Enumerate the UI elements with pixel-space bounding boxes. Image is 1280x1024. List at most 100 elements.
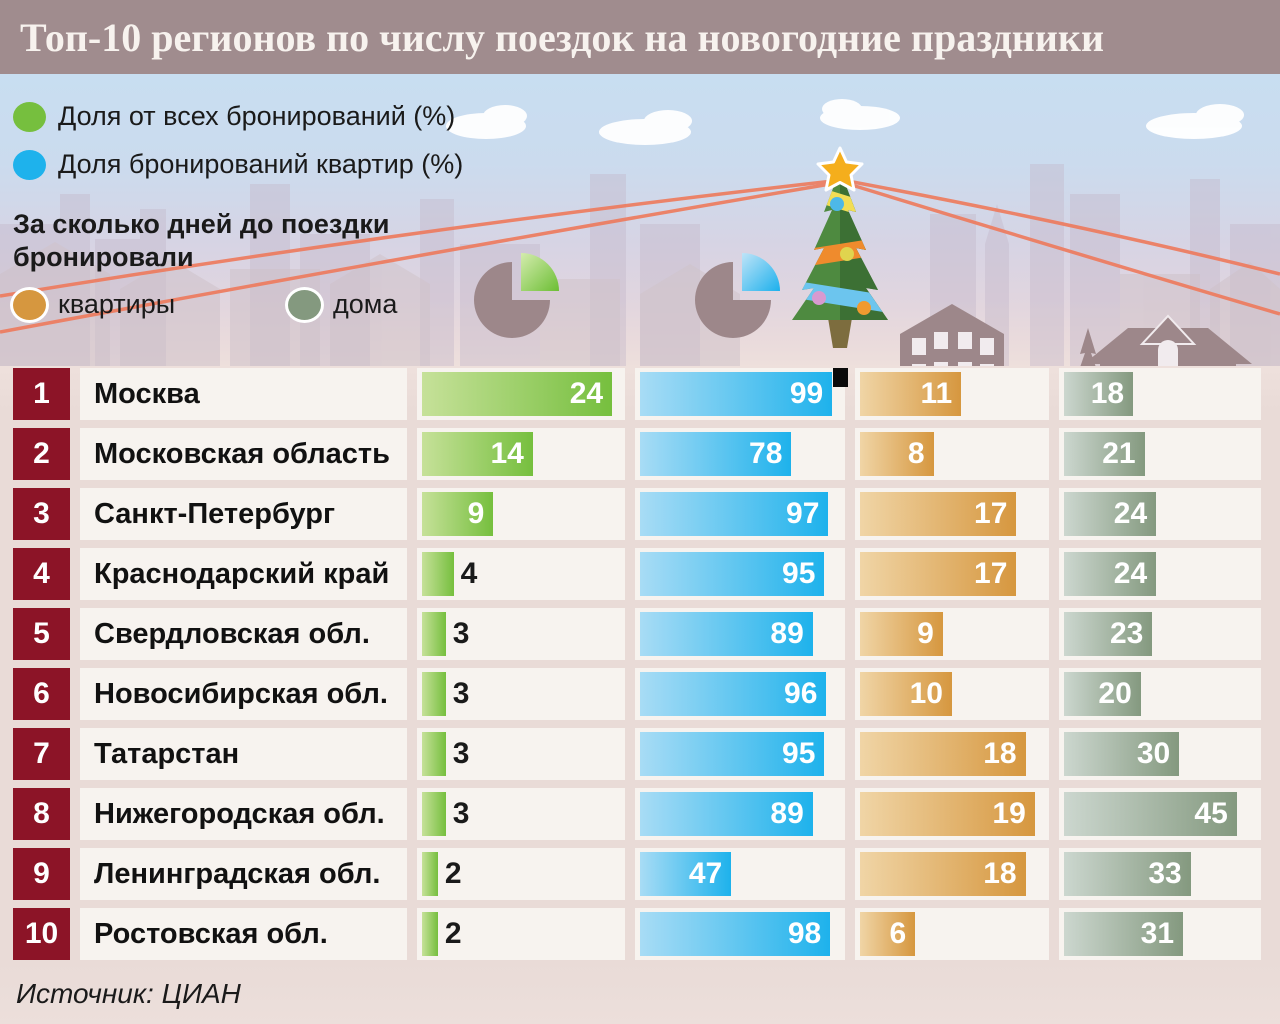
bar-share_all xyxy=(422,912,438,956)
rank-badge: 7 xyxy=(13,728,70,780)
bar-value: 24 xyxy=(569,377,604,410)
table-row: 7 Татарстан 3 95 18 30 xyxy=(13,728,1261,780)
bar-value: 20 xyxy=(1098,677,1132,710)
bar-value: 4 xyxy=(460,557,478,590)
bar-share_flats: 47 xyxy=(640,852,732,896)
orange-legend-dot-icon xyxy=(13,289,46,320)
bar-value: 3 xyxy=(452,797,470,830)
bar-value: 18 xyxy=(983,737,1017,770)
bar-cell-share_flats: 95 xyxy=(635,728,845,780)
sage-legend-dot-icon xyxy=(288,289,321,320)
legend-share-all: Доля от всех бронирований (%) xyxy=(13,101,455,132)
bar-cell-days_flats: 8 xyxy=(855,428,1049,480)
bar-share_flats: 89 xyxy=(640,612,813,656)
bar-days_houses: 33 xyxy=(1064,852,1191,896)
bar-share_all xyxy=(422,552,454,596)
bar-cell-days_flats: 18 xyxy=(855,848,1049,900)
bar-value: 23 xyxy=(1109,617,1144,650)
bar-cell-days_houses: 33 xyxy=(1059,848,1261,900)
bar-days_flats: 19 xyxy=(860,792,1035,836)
bar-cell-days_houses: 31 xyxy=(1059,908,1261,960)
bar-share_flats: 78 xyxy=(640,432,792,476)
bar-share_flats: 99 xyxy=(640,372,833,416)
bar-cell-share_flats: 89 xyxy=(635,788,845,840)
bar-days_houses: 18 xyxy=(1064,372,1134,416)
days-title-line1: За сколько дней до поездки xyxy=(13,209,390,239)
bar-share_flats: 96 xyxy=(640,672,827,716)
christmas-tree-icon xyxy=(792,146,888,348)
bar-value: 99 xyxy=(789,377,824,410)
bar-share_flats: 97 xyxy=(640,492,829,536)
legend-days-flats-label: квартиры xyxy=(58,289,176,319)
bar-cell-days_flats: 18 xyxy=(855,728,1049,780)
bar-cell-share_flats: 47 xyxy=(635,848,845,900)
bar-cell-share_all: 2 xyxy=(417,848,625,900)
source-note: Источник: ЦИАН xyxy=(16,978,241,1009)
bar-share_all xyxy=(422,612,446,656)
region-name: Ростовская обл. xyxy=(80,908,407,960)
bar-share_all xyxy=(422,672,446,716)
city-scene xyxy=(0,99,1280,366)
bar-value: 31 xyxy=(1140,917,1175,950)
rank-badge: 8 xyxy=(13,788,70,840)
legend-share-flats: Доля бронирований квартир (%) xyxy=(13,149,463,180)
pine-tree-icon xyxy=(1080,328,1096,366)
bar-cell-days_houses: 20 xyxy=(1059,668,1261,720)
bar-days_flats: 11 xyxy=(860,372,962,416)
bar-value: 9 xyxy=(917,617,934,650)
bar-days_houses: 24 xyxy=(1064,492,1157,536)
bar-days_flats: 8 xyxy=(860,432,934,476)
bar-share_flats: 95 xyxy=(640,732,825,776)
rank-badge: 9 xyxy=(13,848,70,900)
bar-days_houses: 21 xyxy=(1064,432,1145,476)
bar-value: 11 xyxy=(920,377,953,410)
region-name: Москва xyxy=(80,368,407,420)
bar-cell-share_all: 14 xyxy=(417,428,625,480)
bar-cell-share_all: 2 xyxy=(417,908,625,960)
garland-strings xyxy=(0,178,1280,334)
bar-value: 18 xyxy=(1090,377,1125,410)
region-name: Свердловская обл. xyxy=(80,608,407,660)
bar-value: 96 xyxy=(784,677,818,710)
bar-cell-days_flats: 9 xyxy=(855,608,1049,660)
bar-value: 10 xyxy=(909,677,943,710)
table-row: 10 Ростовская обл. 2 98 6 31 xyxy=(13,908,1261,960)
table-row: 3 Санкт-Петербург 9 97 17 24 xyxy=(13,488,1261,540)
region-name: Краснодарский край xyxy=(80,548,407,600)
bar-value: 3 xyxy=(452,737,470,770)
apartment-building-icon xyxy=(900,304,1004,366)
bar-cell-share_flats: 98 xyxy=(635,908,845,960)
bar-cell-share_all: 4 xyxy=(417,548,625,600)
rank-badge: 10 xyxy=(13,908,70,960)
bar-cell-share_all: 24 xyxy=(417,368,625,420)
bar-cell-share_all: 9 xyxy=(417,488,625,540)
bar-value: 47 xyxy=(688,857,723,890)
bar-share_flats: 98 xyxy=(640,912,831,956)
region-name: Татарстан xyxy=(80,728,407,780)
bar-days_flats: 18 xyxy=(860,732,1026,776)
bar-cell-share_flats: 99 xyxy=(635,368,845,420)
bar-cell-days_houses: 30 xyxy=(1059,728,1261,780)
bar-cell-days_flats: 11 xyxy=(855,368,1049,420)
bar-share_all xyxy=(422,732,446,776)
region-name: Ленинградская обл. xyxy=(80,848,407,900)
bar-value: 17 xyxy=(974,497,1008,530)
bar-value: 89 xyxy=(770,797,804,830)
bar-value: 18 xyxy=(983,857,1017,890)
clouds xyxy=(446,99,1244,145)
bar-share_flats: 89 xyxy=(640,792,813,836)
bar-cell-share_flats: 78 xyxy=(635,428,845,480)
bar-value: 89 xyxy=(770,617,804,650)
bar-cell-share_flats: 96 xyxy=(635,668,845,720)
bar-days_houses: 20 xyxy=(1064,672,1141,716)
bar-value: 78 xyxy=(749,437,783,470)
bar-cell-share_flats: 89 xyxy=(635,608,845,660)
bar-cell-days_houses: 21 xyxy=(1059,428,1261,480)
rank-badge: 6 xyxy=(13,668,70,720)
legend-share-all-label: Доля от всех бронирований (%) xyxy=(58,101,456,131)
region-name: Санкт-Петербург xyxy=(80,488,407,540)
rank-badge: 5 xyxy=(13,608,70,660)
page-title: Топ-10 регионов по числу поездок на ново… xyxy=(20,14,1104,60)
table-row: 2 Московская область 14 78 8 21 xyxy=(13,428,1261,480)
